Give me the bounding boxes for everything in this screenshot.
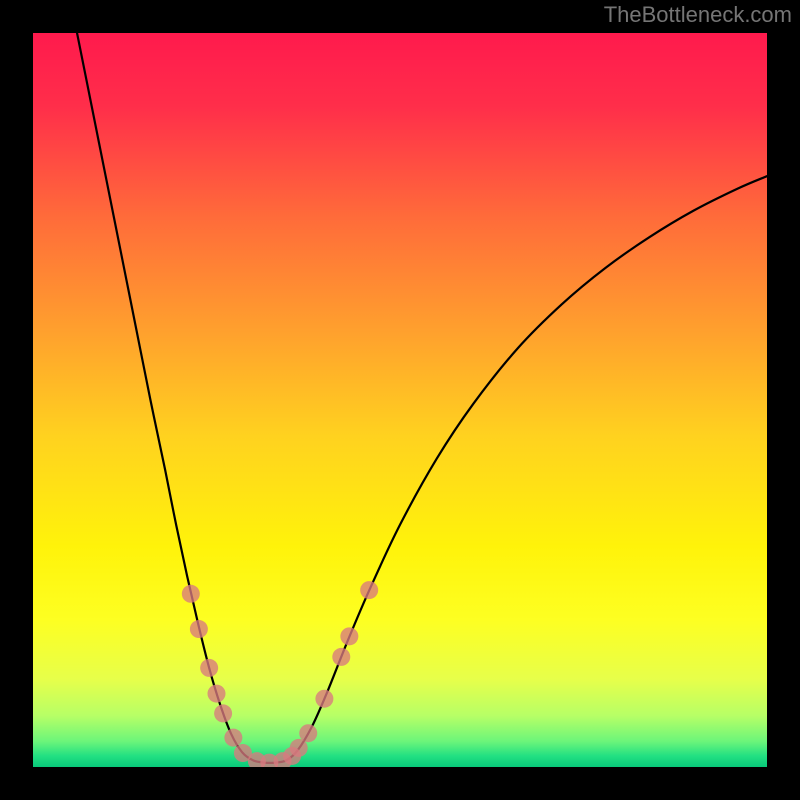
plot-svg xyxy=(33,33,767,767)
data-marker xyxy=(332,648,350,666)
data-marker xyxy=(214,704,232,722)
watermark-text: TheBottleneck.com xyxy=(604,2,792,28)
data-marker xyxy=(190,620,208,638)
data-marker xyxy=(208,685,226,703)
data-marker xyxy=(340,627,358,645)
plot-area xyxy=(33,33,767,767)
data-marker xyxy=(182,585,200,603)
data-marker xyxy=(315,690,333,708)
data-marker xyxy=(200,659,218,677)
data-markers-group xyxy=(182,581,378,767)
figure-container: TheBottleneck.com xyxy=(0,0,800,800)
data-marker xyxy=(224,729,242,747)
data-marker xyxy=(299,724,317,742)
data-marker xyxy=(360,581,378,599)
bottleneck-curve xyxy=(77,33,767,763)
